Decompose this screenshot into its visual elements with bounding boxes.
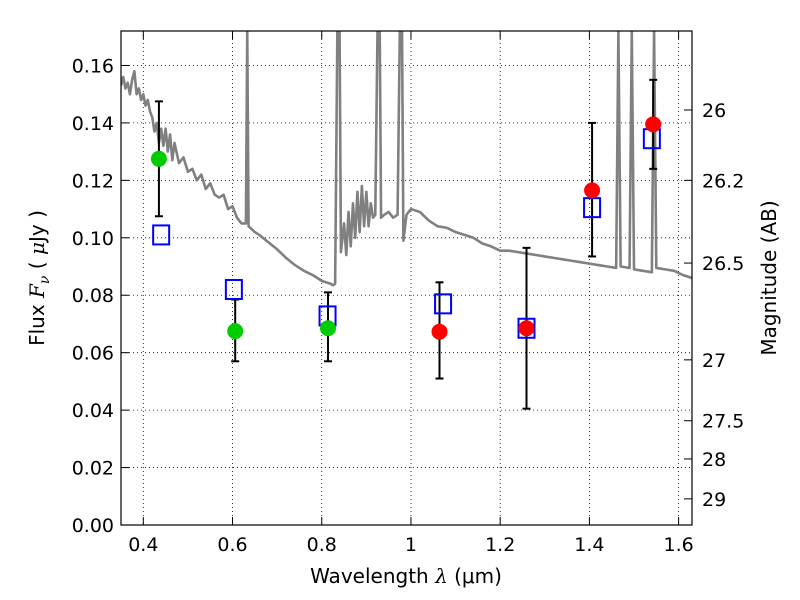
x-axis-title-unit: (μm) xyxy=(448,564,502,588)
y2-tick-label: 29 xyxy=(702,489,726,511)
y-axis-title-unit-mu: μ xyxy=(25,242,49,255)
y2-tick-label: 26.5 xyxy=(702,253,744,275)
y-axis-title-symbol: F xyxy=(25,283,49,299)
x-tick-label: 1.6 xyxy=(664,534,694,556)
model-square-point xyxy=(224,278,243,300)
y-tick-label: 0.06 xyxy=(72,343,114,365)
model-square-point xyxy=(434,293,453,315)
y-tick-label: 0.16 xyxy=(72,55,114,77)
y2-tick-label: 26.2 xyxy=(702,170,744,192)
y-axis-title-unit-open: ( xyxy=(25,255,49,276)
y-axis-title-unit-rest: Jy ) xyxy=(25,210,49,244)
grid xyxy=(121,31,692,526)
y-tick-label: 0.12 xyxy=(72,170,114,192)
y-tick-label: 0.02 xyxy=(72,458,114,480)
model-square-point xyxy=(152,224,171,246)
data-point xyxy=(227,323,244,340)
x-tick-label: 1.4 xyxy=(574,534,604,556)
y-tick-label: 0.04 xyxy=(72,400,114,422)
data-point xyxy=(645,116,662,133)
data-point xyxy=(319,320,336,337)
x-axis-title-symbol: λ xyxy=(434,564,448,588)
y-axis-title-subscript: ν xyxy=(37,275,53,284)
data-point xyxy=(518,320,535,337)
x-tick-label: 0.6 xyxy=(217,534,247,556)
y2-tick-label: 27.5 xyxy=(702,411,744,433)
y2-axis-title: Magnitude (AB) xyxy=(757,200,781,355)
x-tick-label: 1 xyxy=(405,534,417,556)
ticks: 0.4 0.6 0.8 1 1.2 1.4 1.6 0.00 0.02 0.04 0.06 0.08 0… xyxy=(72,31,744,556)
model-spectrum-line xyxy=(121,31,692,287)
x-tick-label: 1.2 xyxy=(485,534,515,556)
y-axis-title: Flux Fν ( μJy ) xyxy=(25,210,53,346)
data-point xyxy=(431,323,448,340)
y2-tick-label: 26 xyxy=(702,100,726,122)
y2-tick-label: 28 xyxy=(702,449,726,471)
y-axis-title-text: Flux xyxy=(25,298,49,346)
y2-tick-label: 27 xyxy=(702,350,726,372)
plot-area xyxy=(121,31,692,410)
x-tick-label: 0.4 xyxy=(128,534,158,556)
x-tick-label: 0.8 xyxy=(307,534,337,556)
x-axis-title-text: Wavelength xyxy=(310,564,435,588)
y-tick-label: 0.14 xyxy=(72,113,114,135)
y-tick-label: 0.00 xyxy=(72,515,114,537)
data-point xyxy=(150,150,167,167)
y-tick-label: 0.08 xyxy=(72,285,114,307)
data-point xyxy=(584,182,601,199)
x-axis-title: Wavelength λ (μm) xyxy=(310,564,502,588)
y-tick-label: 0.10 xyxy=(72,228,114,250)
plot-frame xyxy=(120,30,693,526)
